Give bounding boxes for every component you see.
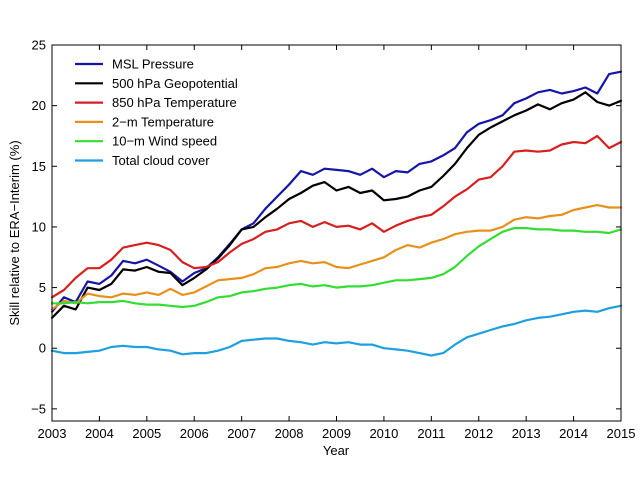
series-line-10-m-wind-speed xyxy=(50,227,623,309)
plot-area-frame xyxy=(51,44,622,422)
x-tick-label: 2008 xyxy=(275,426,304,441)
x-tick-label: 2015 xyxy=(607,426,636,441)
series-line-500-hpa-geopotential xyxy=(50,91,623,319)
x-axis-label: Year xyxy=(323,443,350,458)
x-tick-label: 2005 xyxy=(132,426,161,441)
legend-item-total-cloud-cover: Total cloud cover xyxy=(75,153,210,168)
y-tick-label: −5 xyxy=(31,401,46,416)
x-tick-label: 2013 xyxy=(512,426,541,441)
series-line-total-cloud-cover xyxy=(50,304,623,357)
legend-label: MSL Pressure xyxy=(112,57,194,72)
y-tick-labels: −5 0 5 10 15 20 25 xyxy=(31,38,46,417)
legend-item-2-m-temperature: 2−m Temperature xyxy=(75,114,214,129)
y-tick-label: 10 xyxy=(32,219,46,234)
legend-item-10-m-wind-speed: 10−m Wind speed xyxy=(75,134,217,149)
series-layer xyxy=(50,70,623,357)
x-tick-label: 2003 xyxy=(38,426,67,441)
y-tick-label: 20 xyxy=(32,98,46,113)
x-tick-label: 2012 xyxy=(464,426,493,441)
legend-item-500-hpa-geopotential: 500 hPa Geopotential xyxy=(75,76,238,91)
y-tick-label: 15 xyxy=(32,159,46,174)
y-tick-label: 25 xyxy=(32,38,46,53)
legend-label: 2−m Temperature xyxy=(112,114,214,129)
x-tick-label: 2007 xyxy=(227,426,256,441)
series-line-msl-pressure xyxy=(50,70,623,313)
plot-area-background xyxy=(52,45,621,421)
x-tick-label: 2011 xyxy=(417,426,445,441)
legend-label: 850 hPa Temperature xyxy=(112,95,237,110)
legend: MSL Pressure 500 hPa Geopotential 850 hPa … xyxy=(75,57,238,168)
legend-label: Total cloud cover xyxy=(112,153,210,168)
y-tick-label: 0 xyxy=(39,341,46,356)
series-line-2-m-temperature xyxy=(50,204,623,311)
y-tick-label: 5 xyxy=(39,280,46,295)
series-line-850-hpa-temperature xyxy=(50,134,623,299)
legend-label: 500 hPa Geopotential xyxy=(112,76,238,91)
legend-label: 10−m Wind speed xyxy=(112,134,217,149)
x-tick-label: 2006 xyxy=(180,426,209,441)
x-tick-label: 2004 xyxy=(85,426,114,441)
x-tick-labels: 2003 2004 2005 2006 2007 2008 2009 2010 2011 2012… xyxy=(38,426,636,441)
ticks-layer xyxy=(51,44,622,421)
y-axis-label: Skill relative to ERA−Interim (%) xyxy=(7,140,22,325)
legend-item-850-hpa-temperature: 850 hPa Temperature xyxy=(75,95,237,110)
x-tick-label: 2014 xyxy=(559,426,588,441)
legend-item-msl-pressure: MSL Pressure xyxy=(75,57,194,72)
x-tick-label: 2010 xyxy=(369,426,398,441)
x-tick-label: 2009 xyxy=(322,426,351,441)
